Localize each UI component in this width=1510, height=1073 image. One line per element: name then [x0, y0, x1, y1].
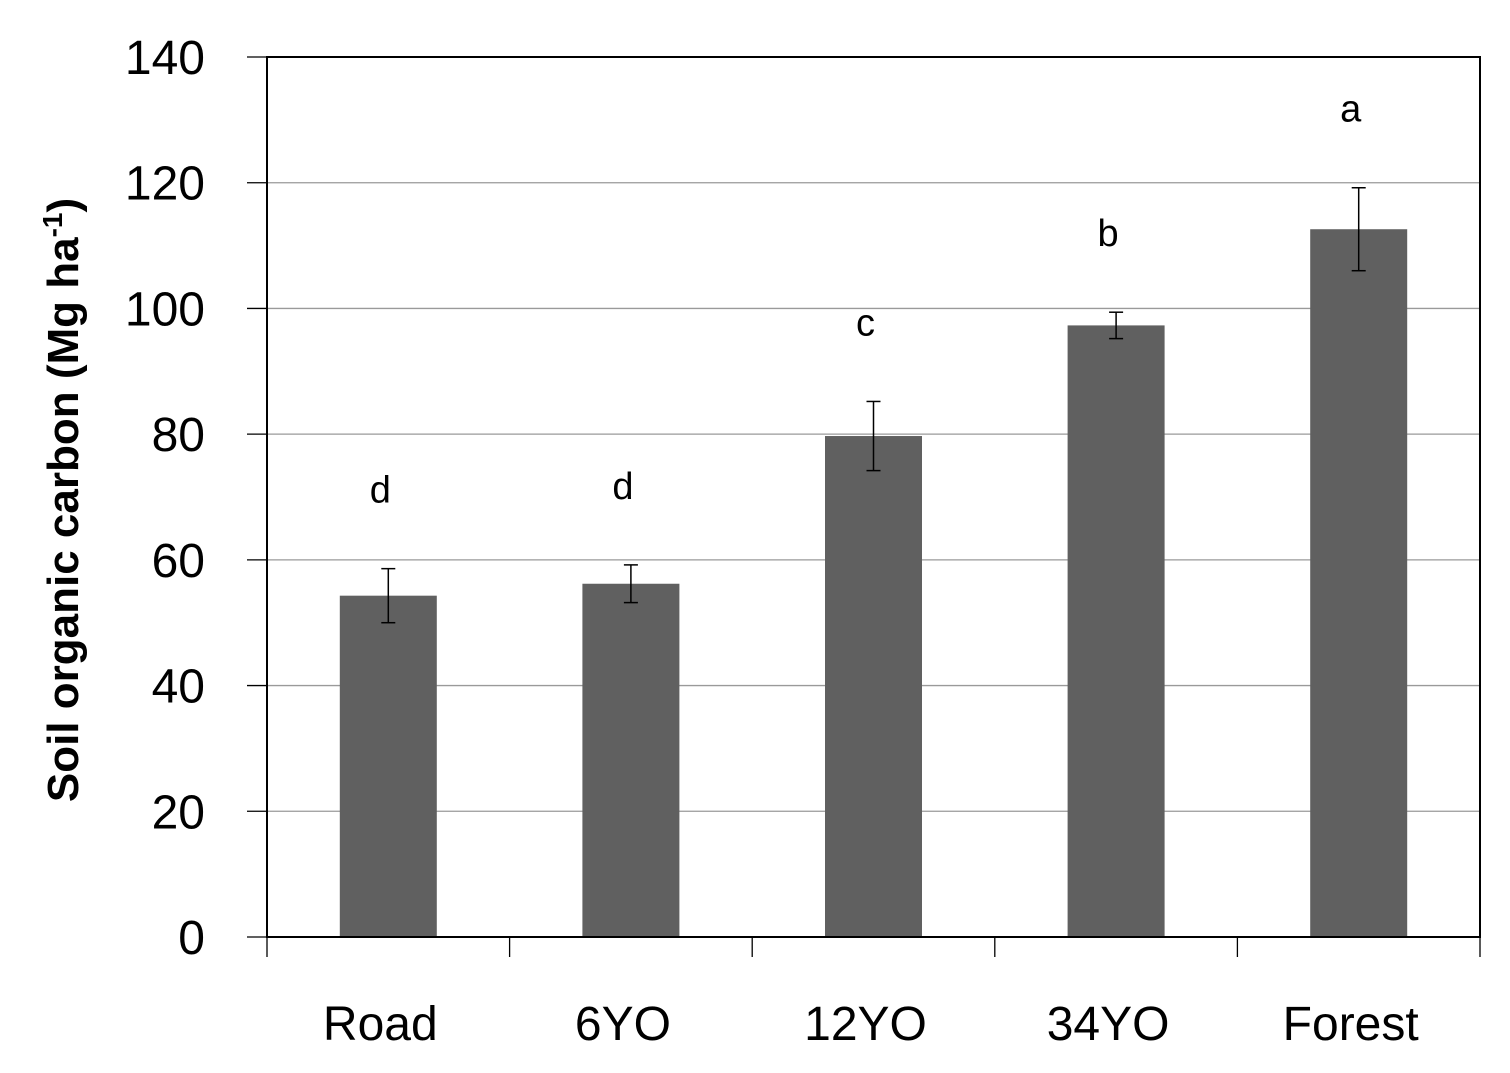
labels: 0 20 40 60 80 100 120 140 d Road d 6YO c 12YO b 34YO a Fo…	[125, 32, 1419, 1051]
plot-frame	[266, 56, 1481, 938]
y-tick-label: 140	[125, 32, 205, 85]
bar	[339, 595, 437, 937]
significance-label: d	[370, 470, 391, 512]
x-tick-label: 34YO	[1047, 998, 1170, 1051]
y-axis-label-main: Soil organic carbon (Mg ha	[39, 237, 88, 802]
bar	[825, 436, 922, 937]
x-tick-label: 6YO	[575, 998, 671, 1051]
y-tick-label: 40	[152, 661, 205, 714]
bar	[1310, 229, 1408, 937]
significance-label: a	[1340, 89, 1362, 131]
y-tick-label: 100	[125, 283, 205, 336]
y-tick-label: 120	[125, 158, 205, 211]
x-tick-label: Road	[323, 998, 438, 1051]
y-tick-label: 60	[152, 535, 205, 588]
y-axis-label-close: )	[39, 198, 88, 213]
y-tick-label: 80	[152, 409, 205, 462]
x-tick-label: Forest	[1283, 998, 1419, 1051]
bars	[339, 186, 1408, 937]
y-axis-label-superscript: -1	[37, 213, 68, 238]
axes	[247, 56, 1481, 957]
significance-label: d	[612, 466, 633, 508]
bar	[582, 583, 680, 937]
significance-label: c	[856, 302, 875, 344]
bar	[1067, 325, 1165, 937]
y-tick-label: 0	[178, 912, 205, 965]
x-tick-label: 12YO	[804, 998, 927, 1051]
y-axis-label: Soil organic carbon (Mg ha-1)	[37, 198, 88, 802]
significance-label: b	[1098, 213, 1119, 255]
y-tick-label: 20	[152, 786, 205, 839]
